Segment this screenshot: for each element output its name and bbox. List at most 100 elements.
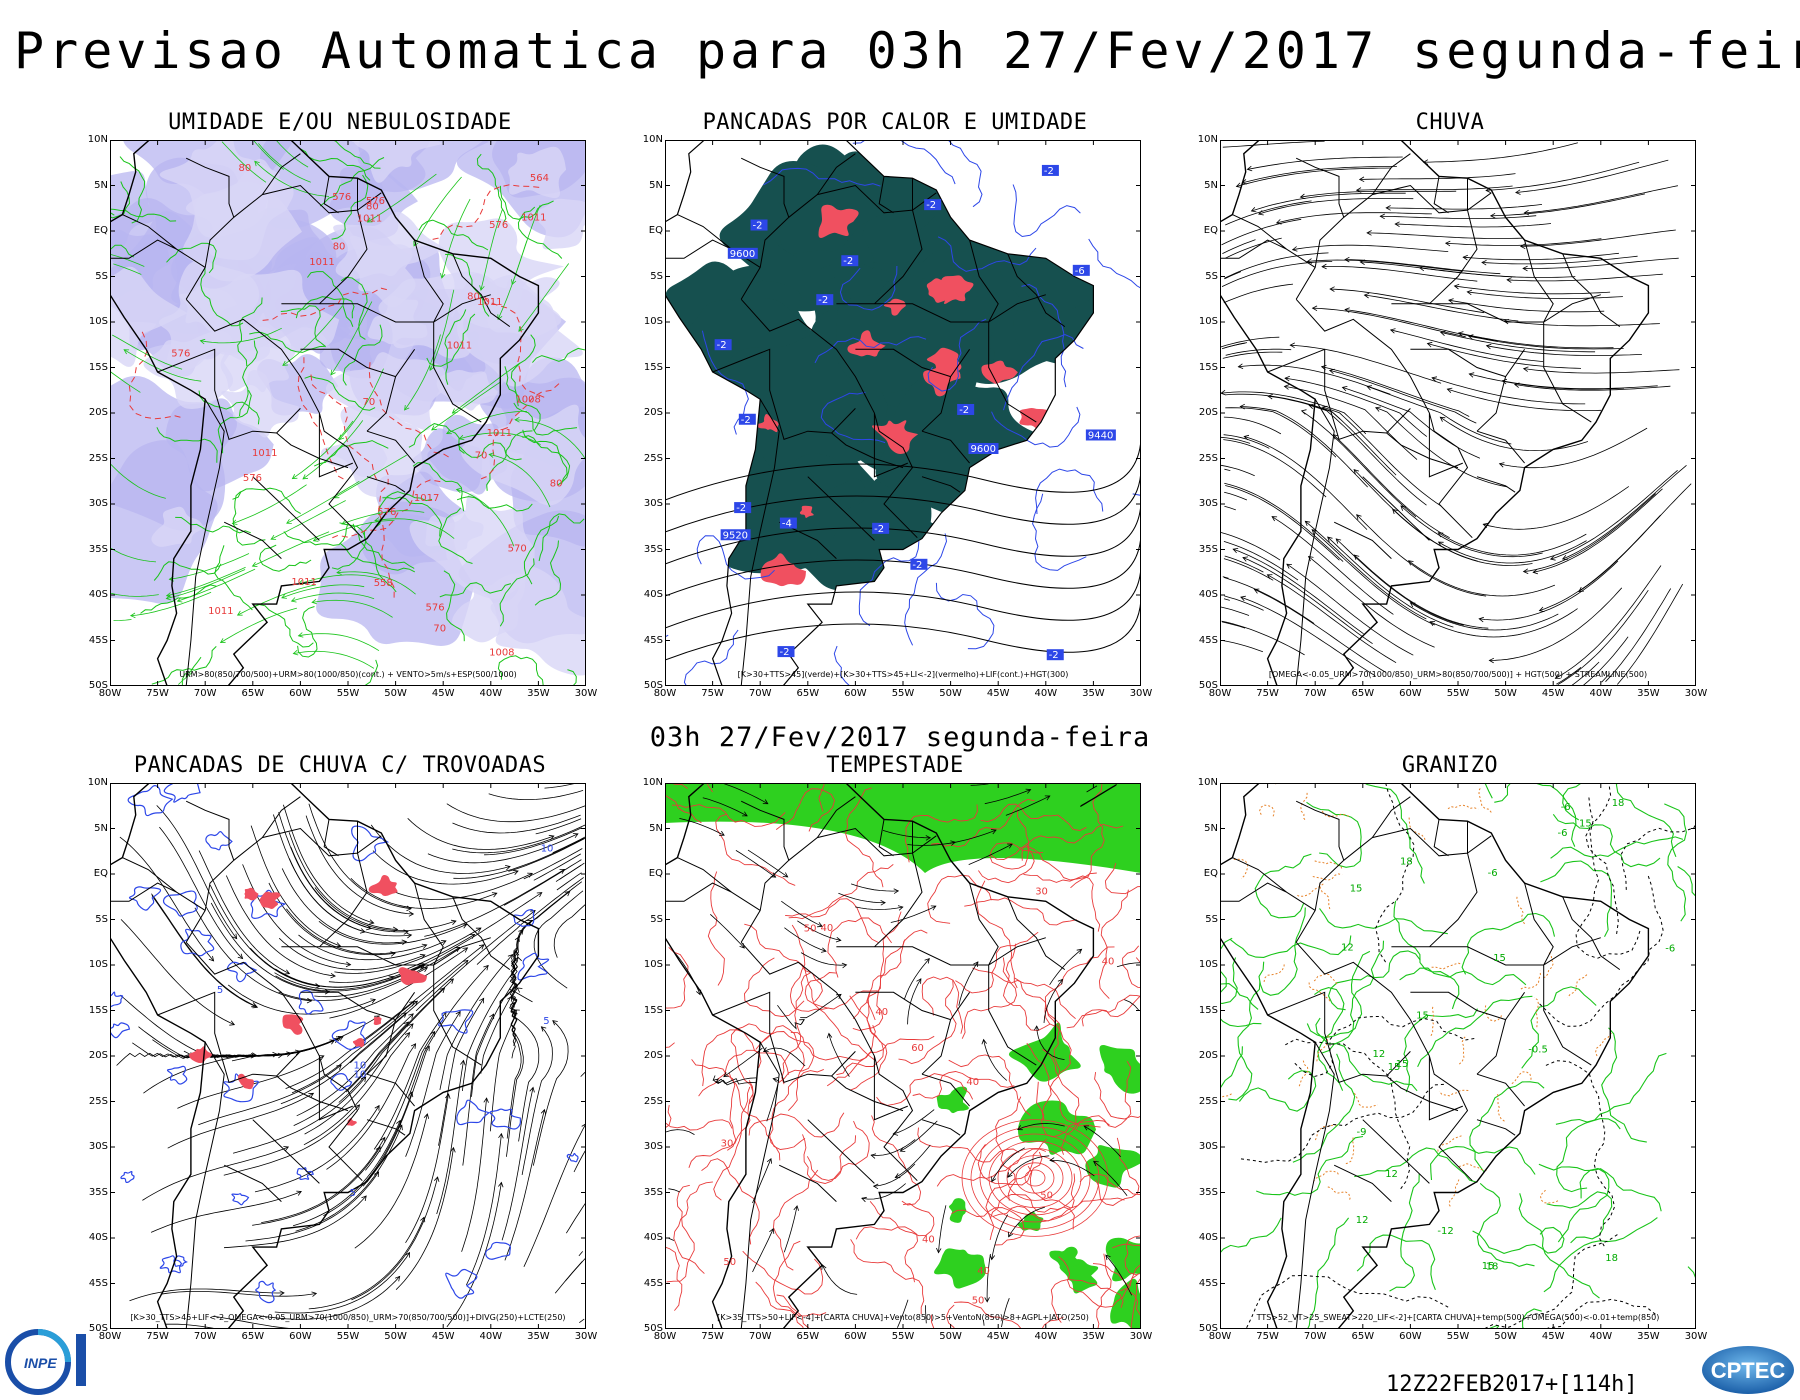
- contour-label: 576: [377, 507, 396, 518]
- contour-label: 70: [433, 624, 446, 635]
- lat-tick-label: EQ: [648, 868, 663, 879]
- lon-tick-label: 55W: [891, 1331, 915, 1342]
- lat-tick-label: 30S: [643, 498, 663, 509]
- lon-tick-label: 80W: [1208, 1331, 1232, 1342]
- contour-label: 70: [363, 397, 376, 408]
- lat-tick-label: 15S: [1198, 361, 1218, 373]
- contour-label: 9440: [1088, 431, 1113, 442]
- lon-tick-label: 45W: [431, 1331, 455, 1342]
- lat-tick-label: 50S: [88, 680, 108, 691]
- contour-label: -2: [912, 560, 922, 571]
- forecast-panel-storm: TEMPESTADE 50 40 50 40 60 50 40 30 40 50 40 40 30 10N 5…: [625, 753, 1165, 1353]
- contour-label: -2: [1049, 650, 1059, 661]
- contour-label: 12: [1373, 1049, 1386, 1060]
- contour-label: 40: [875, 1007, 888, 1018]
- contour-label: 15: [1388, 1062, 1401, 1073]
- contour-label: 15: [1396, 1059, 1409, 1070]
- lon-tick-label: 30W: [1684, 688, 1708, 699]
- lon-tick-label: 30W: [1684, 1331, 1708, 1342]
- lat-tick-label: 5S: [95, 913, 108, 925]
- lat-tick-label: 45S: [1198, 634, 1218, 646]
- contour-label: -2: [736, 503, 746, 514]
- contour-label: 9600: [971, 444, 996, 455]
- lat-tick-label: 50S: [1198, 1323, 1218, 1334]
- lat-tick-label: 5N: [649, 822, 663, 834]
- lon-tick-label: 60W: [1399, 688, 1422, 699]
- contour-label: -2: [926, 200, 936, 211]
- panel-legend: [K>35_TTS>50+LIF<-4]+[CARTA CHUVA]+Vento…: [717, 1313, 1089, 1322]
- lat-tick-label: 5S: [650, 913, 663, 925]
- lat-tick-label: 40S: [88, 589, 108, 600]
- lat-tick-label: 40S: [1198, 1232, 1218, 1243]
- lat-tick-label: EQ: [1203, 225, 1218, 236]
- contour-label: 40: [922, 1234, 935, 1245]
- forecast-panel-rain: CHUVA 10N 5N EQ 5S 10S 15S 20S 25S 30S 35S 40S 45S 50…: [1180, 110, 1720, 710]
- contour-label: 80: [333, 242, 346, 253]
- contour-label: 576: [489, 220, 508, 231]
- lat-tick-label: 35S: [88, 1186, 108, 1198]
- lon-tick-label: 50W: [384, 1331, 407, 1342]
- lon-tick-label: 45W: [431, 688, 455, 699]
- contour-label: 1011: [208, 606, 233, 617]
- contour-label: 576: [332, 192, 351, 203]
- lon-tick-label: 35W: [1082, 1331, 1105, 1342]
- lon-tick-label: 45W: [986, 1331, 1010, 1342]
- lat-tick-label: 40S: [643, 1232, 663, 1243]
- forecast-map: -6 -6 -6 15 18 18 15 15 12 18 -6 15 18 12 15 12 -12 15 -0.…: [1220, 783, 1696, 1329]
- lon-tick-label: 60W: [289, 1331, 312, 1342]
- lat-tick-label: 30S: [88, 498, 108, 509]
- lat-tick-label: 30S: [1198, 498, 1218, 509]
- forecast-map: 50 40 50 40 60 50 40 30 40 50 40 40 30: [665, 783, 1141, 1329]
- forecast-panel-thunder: PANCADAS DE CHUVA C/ TROVOADAS 5 10 10 5 5 10 1…: [70, 753, 610, 1353]
- contour-label: -2: [753, 221, 763, 232]
- lon-tick-label: 60W: [844, 1331, 867, 1342]
- lon-tick-label: 35W: [1637, 688, 1660, 699]
- contour-label: 40: [977, 1266, 990, 1277]
- lon-tick-label: 35W: [1082, 688, 1105, 699]
- lat-tick-label: 40S: [88, 1232, 108, 1243]
- contour-label: -6: [1488, 868, 1498, 879]
- lat-tick-label: 45S: [1198, 1277, 1218, 1289]
- lat-tick-label: 5S: [1205, 270, 1218, 282]
- lat-tick-label: 10S: [643, 316, 663, 327]
- lat-tick-label: EQ: [1203, 868, 1218, 879]
- forecast-map: [1220, 140, 1696, 686]
- lat-tick-label: 5N: [1204, 822, 1218, 834]
- lat-tick-label: 10N: [87, 777, 108, 788]
- lon-tick-label: 70W: [1303, 688, 1327, 699]
- contour-label: 15: [1579, 819, 1592, 830]
- lon-tick-label: 55W: [336, 688, 360, 699]
- contour-label: 15: [1493, 953, 1506, 964]
- lon-tick-label: 60W: [289, 688, 312, 699]
- cptec-logo-text: CPTEC: [1711, 1358, 1786, 1383]
- panel-title: TEMPESTADE: [826, 753, 964, 778]
- lat-tick-label: 10S: [88, 959, 108, 970]
- contour-label: 15: [1350, 883, 1363, 894]
- lon-tick-label: 75W: [1256, 688, 1279, 699]
- contour-label: 9600: [730, 249, 755, 260]
- lon-tick-label: 80W: [653, 1331, 677, 1342]
- lat-tick-label: 25S: [88, 452, 108, 464]
- lat-tick-label: 45S: [88, 1277, 108, 1289]
- lat-tick-label: 5N: [649, 179, 663, 191]
- panel-legend: [K>30_TTS>45+LIF<-2_OMEGA<-0.05_URM>70(1…: [130, 1313, 566, 1322]
- forecast-time-label: 03h 27/Fev/2017 segunda-feira: [649, 722, 1151, 753]
- contour-label: 576: [426, 602, 445, 613]
- lat-tick-label: 35S: [1198, 543, 1218, 555]
- contour-label: 5: [350, 1188, 356, 1199]
- contour-label: 40: [821, 923, 834, 934]
- forecast-panel-heat: PANCADAS POR CALOR E UMIDADE -2 -2 -2 -2 -2 -2…: [625, 110, 1165, 710]
- contour-label: 80: [467, 292, 480, 303]
- lon-tick-label: 35W: [527, 688, 550, 699]
- contour-label: -2: [818, 295, 828, 306]
- lon-tick-label: 60W: [844, 688, 867, 699]
- lat-tick-label: 10N: [642, 134, 663, 145]
- lat-tick-label: 10N: [642, 777, 663, 788]
- lon-tick-label: 50W: [1494, 1331, 1517, 1342]
- contour-label: -6: [1075, 266, 1085, 277]
- lon-tick-label: 50W: [939, 688, 962, 699]
- run-timestamp: 12Z22FEB2017+[114h]: [1386, 1372, 1638, 1397]
- lon-tick-label: 70W: [748, 1331, 772, 1342]
- contour-label: 15: [1416, 1010, 1429, 1021]
- lat-tick-label: 10S: [643, 959, 663, 970]
